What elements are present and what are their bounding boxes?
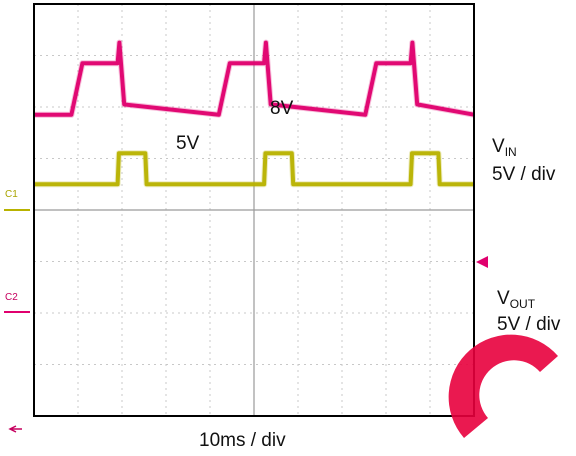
vin-label: VIN	[492, 136, 517, 159]
trace-vout	[34, 40, 475, 117]
grid-lines	[34, 4, 474, 416]
annotation-5v: 5V	[176, 133, 200, 154]
channel-markers	[4, 209, 488, 433]
channel-1-marker-label: C1	[5, 189, 18, 200]
vout-label-sub: OUT	[509, 297, 536, 311]
annotation-8v: 8V	[270, 98, 294, 119]
brand-logo-arc	[448, 334, 558, 438]
vout-scale: 5V / div	[497, 314, 561, 335]
vout-label-main: V	[497, 288, 510, 309]
trace-vin	[34, 151, 474, 187]
vin-label-sub: IN	[504, 145, 517, 159]
vout-label: VOUT	[497, 288, 535, 311]
channel-2-marker-label: C2	[5, 292, 18, 303]
brand-logo	[448, 334, 558, 438]
vin-label-main: V	[492, 136, 505, 157]
time-scale-label: 10ms / div	[199, 430, 286, 451]
trigger-level-marker	[476, 256, 488, 268]
traces	[34, 39, 475, 188]
time-reference-marker	[8, 425, 22, 433]
trace-vin-glow	[34, 150, 474, 188]
screen-frame	[33, 3, 475, 417]
trace-vout-glow	[34, 39, 475, 118]
vin-scale: 5V / div	[492, 164, 556, 185]
